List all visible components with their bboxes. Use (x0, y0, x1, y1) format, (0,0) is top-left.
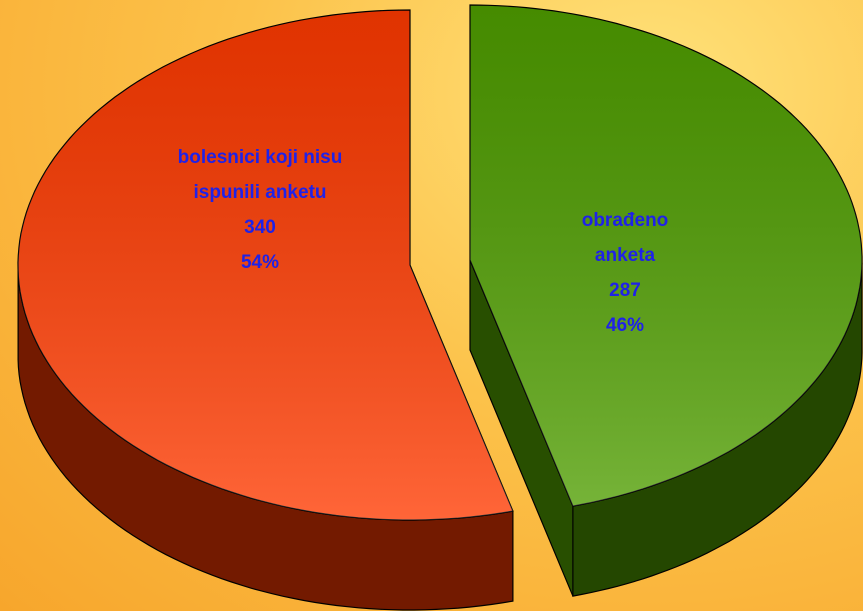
slice-label: obrađeno anketa 287 46% (525, 203, 725, 343)
percent-label: 54% (240, 252, 280, 273)
slice-shade (470, 5, 862, 507)
percent-label: 46% (605, 315, 645, 336)
slice (17, 9, 514, 611)
slice-shade (18, 10, 513, 520)
slice (469, 4, 863, 597)
category-label: obrađeno anketa (581, 210, 669, 266)
category-label: bolesnici koji nisu ispunili anketu (177, 147, 343, 203)
slice-label: bolesnici koji nisu ispunili anketu 340 … (160, 140, 360, 280)
value-label: 287 (609, 280, 641, 301)
value-label: 340 (244, 217, 276, 238)
